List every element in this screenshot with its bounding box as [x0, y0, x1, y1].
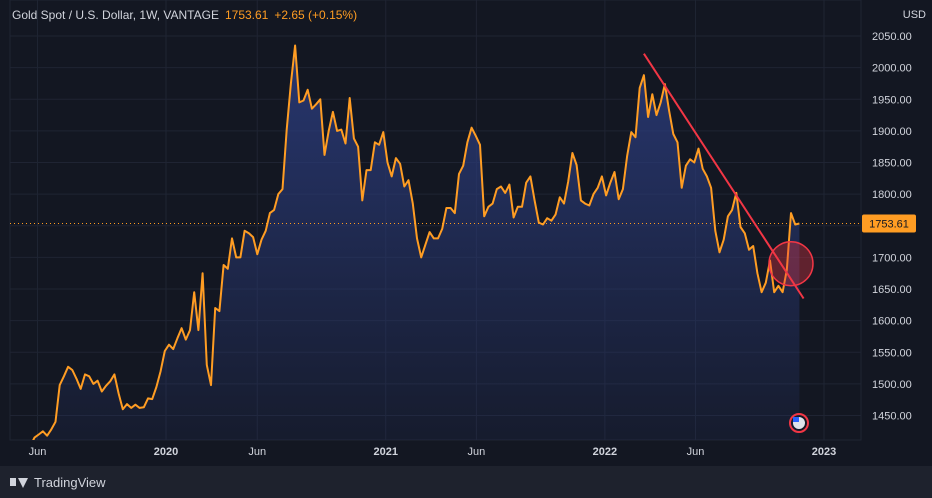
current-price-label: 1753.61 — [869, 218, 909, 230]
current-price-badge — [862, 214, 916, 233]
tradingview-logo[interactable]: TradingView — [10, 475, 106, 490]
y-tick-label: 1900.00 — [872, 126, 912, 138]
y-tick-label: 1950.00 — [872, 94, 912, 106]
y-tick-label: 1700.00 — [872, 252, 912, 264]
x-tick-label: 2021 — [373, 446, 397, 458]
footer-bar: TradingView — [0, 466, 932, 498]
y-tick-label: 1800.00 — [872, 189, 912, 201]
x-tick-label: Jun — [29, 446, 47, 458]
y-tick-label: 1600.00 — [872, 316, 912, 328]
brand-name: TradingView — [34, 474, 106, 490]
y-tick-label: 1850.00 — [872, 158, 912, 170]
y-tick-label: 2050.00 — [872, 31, 912, 43]
trendline — [643, 53, 805, 300]
x-tick-label: 2020 — [154, 446, 178, 458]
event-flag-icon-canton — [792, 417, 799, 422]
y-tick-label: 2000.00 — [872, 63, 912, 75]
x-tick-label: Jun — [687, 446, 705, 458]
x-tick-label: Jun — [468, 446, 486, 458]
y-tick-label: 1550.00 — [872, 347, 912, 359]
y-tick-label: 1650.00 — [872, 284, 912, 296]
symbol-title[interactable]: Gold Spot / U.S. Dollar, 1W, VANTAGE — [12, 8, 219, 22]
currency-label: USD — [902, 9, 926, 21]
price-chart: 1450.00 1500.00 1550.00 1600.00 1650.00 1700.… — [9, 0, 916, 458]
y-tick-label: 1450.00 — [872, 411, 912, 423]
event-flag-icon — [788, 413, 809, 433]
price-change: +2.65 (+0.15%) — [274, 8, 358, 22]
tradingview-icon — [10, 476, 28, 488]
chart-panel: 1450.00 1500.00 1550.00 1600.00 1650.00 1700.… — [9, 0, 926, 458]
series-area — [30, 45, 800, 440]
x-tick-label: 2022 — [593, 446, 617, 458]
y-tick-label: 1500.00 — [872, 379, 912, 391]
chart-header: Gold Spot / U.S. Dollar, 1W, VANTAGE 175… — [12, 8, 357, 22]
series-line — [32, 44, 800, 440]
x-tick-label: 2023 — [812, 446, 836, 458]
annotation-circle — [768, 240, 814, 287]
last-price: 1753.61 — [224, 8, 269, 22]
x-tick-label: Jun — [248, 446, 266, 458]
